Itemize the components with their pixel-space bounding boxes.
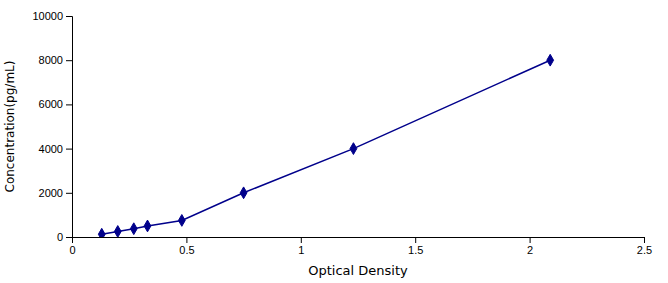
tick-mark: [530, 237, 531, 243]
tick: 6000: [39, 98, 72, 110]
tick-mark: [66, 237, 72, 238]
tick-mark: [415, 237, 416, 243]
tick-label: 0: [57, 231, 63, 243]
marks: [98, 54, 553, 237]
tick: 1: [298, 237, 304, 256]
tick-mark: [66, 60, 72, 61]
axis-line: [73, 238, 645, 244]
point: [178, 215, 185, 227]
tick-label: 0: [69, 244, 75, 256]
line: [102, 60, 550, 234]
tick-mark: [644, 237, 645, 243]
tick-label: 0.5: [179, 244, 194, 256]
tick: 1.5: [408, 237, 423, 256]
tick-label: 4000: [39, 143, 63, 155]
tick-mark: [66, 16, 72, 17]
tick: 2.5: [637, 237, 652, 256]
tick: 2000: [39, 187, 72, 199]
tick-label: 2.5: [637, 244, 652, 256]
point: [240, 187, 247, 199]
plot: 0 0.5 1 1.5 2 2.5 0 2000 4000 6000 8000 10000: [32, 10, 652, 256]
point: [547, 54, 554, 66]
tick-label: 8000: [39, 54, 63, 66]
x-axis: 0 0.5 1 1.5 2 2.5: [69, 237, 652, 256]
tick-label: 1: [298, 244, 304, 256]
y-axis-title: Concentration(pg/mL): [3, 61, 17, 193]
point: [350, 143, 357, 155]
tick-label: 6000: [39, 98, 63, 110]
tick-label: 1.5: [408, 244, 423, 256]
point: [130, 223, 137, 235]
tick: 10000: [32, 10, 72, 22]
tick: 0: [57, 231, 72, 243]
axis-line: [66, 17, 73, 238]
tick: 0: [69, 237, 75, 256]
point: [144, 220, 151, 232]
tick-mark: [66, 193, 72, 194]
tick: 8000: [39, 54, 72, 66]
y-axis: 0 2000 4000 6000 8000 10000: [32, 10, 72, 243]
x-axis-title: Optical Density: [308, 263, 408, 278]
tick-mark: [66, 149, 72, 150]
tick-label: 2000: [39, 187, 63, 199]
tick: 2: [527, 237, 533, 256]
tick-mark: [301, 237, 302, 243]
point: [98, 228, 105, 237]
tick-mark: [186, 237, 187, 243]
point: [114, 226, 121, 237]
tick: 4000: [39, 143, 72, 155]
tick: 0.5: [179, 237, 194, 256]
tick-label: 2: [527, 244, 533, 256]
tick-mark: [66, 104, 72, 105]
chart: 0 0.5 1 1.5 2 2.5 0 2000 4000 6000 8000 10000 Optica…: [0, 0, 668, 283]
tick-label: 10000: [32, 10, 63, 22]
